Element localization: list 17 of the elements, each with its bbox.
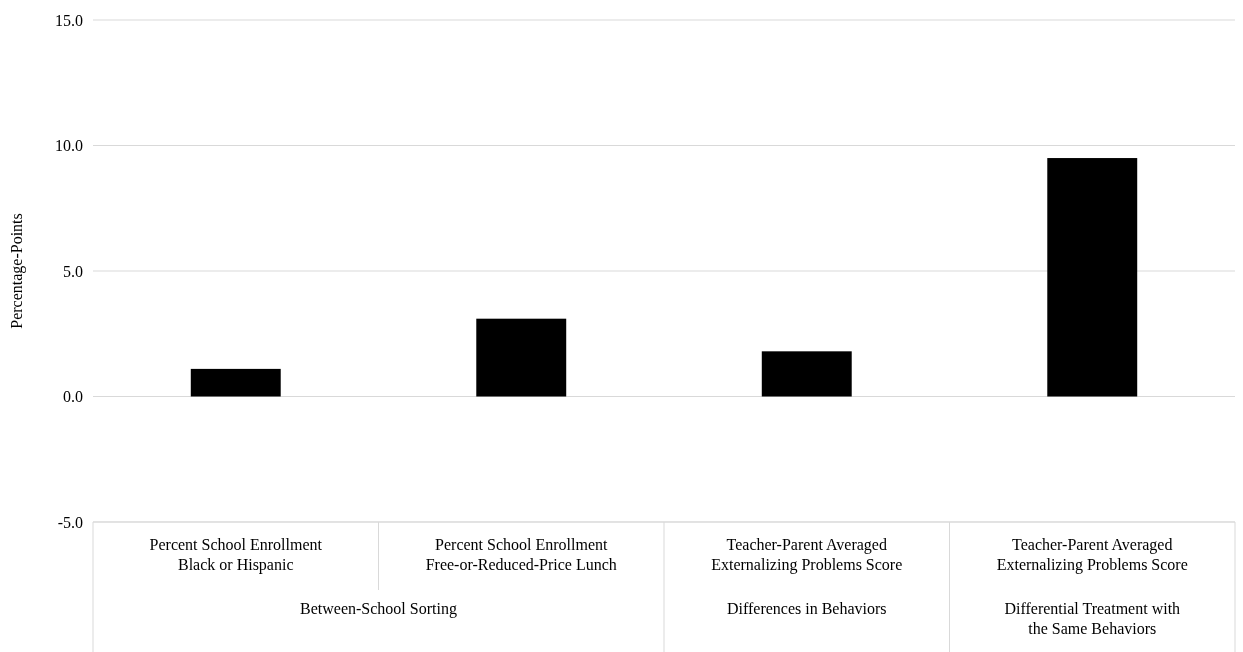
text: Differential Treatment with the Same Behaviors — [1004, 600, 1181, 637]
y-tick-label: 5.0 — [63, 262, 83, 280]
text: Differences in Behaviors — [726, 600, 887, 617]
y-tick-label: 10.0 — [55, 137, 83, 155]
x-tick-label: Teacher-Parent Averaged Externalizing Problems Score — [711, 536, 903, 574]
y-tick-label: 15.0 — [55, 11, 83, 29]
x-tick-label: Percent School Enrollment Black or Hispanic — [149, 536, 323, 574]
y-tick-label: 0.0 — [63, 388, 83, 406]
bar — [761, 351, 852, 397]
x-tick-label: Teacher-Parent Averaged Externalizing Problems Score — [996, 536, 1188, 574]
x-tick-label: Percent School Enrollment Free-or-Reduced-Price Lunch — [425, 536, 617, 573]
bar — [1047, 158, 1138, 397]
text: Between-School Sorting — [300, 600, 457, 618]
bar — [476, 318, 567, 397]
bar — [190, 368, 281, 397]
y-axis-title: Percentage-Points — [8, 213, 26, 329]
y-tick-label: -5.0 — [57, 513, 83, 531]
